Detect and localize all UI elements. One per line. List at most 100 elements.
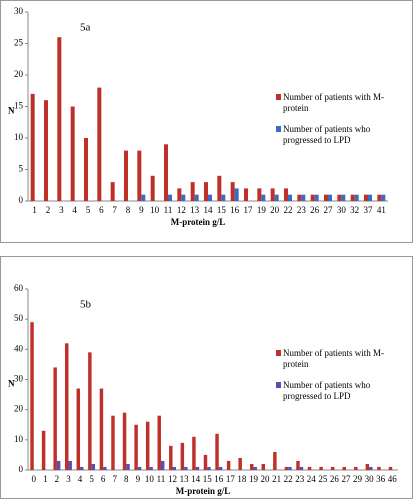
y-axis-label: N bbox=[8, 106, 15, 116]
x-tick-label: 9 bbox=[136, 474, 141, 484]
bar bbox=[150, 175, 155, 201]
bar bbox=[80, 466, 84, 470]
bar bbox=[84, 138, 88, 201]
x-tick-label: 3 bbox=[59, 205, 64, 215]
x-tick-label: 26 bbox=[330, 474, 340, 484]
bar bbox=[168, 194, 172, 201]
bar bbox=[215, 433, 219, 470]
panel-frame bbox=[0, 0, 413, 243]
bar bbox=[68, 460, 72, 470]
x-tick-label: 17 bbox=[226, 474, 236, 484]
x-tick-label: 41 bbox=[377, 205, 386, 215]
x-tick-label: 2 bbox=[55, 474, 60, 484]
bar bbox=[137, 466, 142, 470]
bar bbox=[169, 445, 173, 470]
x-axis-label: M-protein g/L bbox=[171, 217, 226, 227]
x-tick-label: 30 bbox=[365, 474, 375, 484]
bar bbox=[377, 194, 382, 201]
bar bbox=[103, 466, 107, 470]
bar bbox=[319, 466, 323, 470]
bar bbox=[354, 466, 358, 470]
x-tick-label: 2 bbox=[46, 205, 51, 215]
x-tick-label: 13 bbox=[180, 474, 190, 484]
x-tick-label: 30 bbox=[337, 205, 347, 215]
bar bbox=[194, 194, 199, 201]
x-tick-label: 10 bbox=[150, 205, 160, 215]
x-tick-label: 16 bbox=[214, 474, 224, 484]
legend-label: Number of patients who progressed to LPD bbox=[283, 124, 371, 145]
bar bbox=[337, 194, 342, 201]
x-tick-label: 22 bbox=[284, 205, 293, 215]
panel-title: 5a bbox=[80, 22, 91, 34]
legend-swatch bbox=[276, 126, 281, 132]
x-tick-label: 20 bbox=[261, 474, 271, 484]
y-tick-label: 40 bbox=[14, 343, 24, 353]
bar bbox=[324, 194, 328, 201]
bar bbox=[297, 194, 302, 201]
bar bbox=[261, 463, 266, 470]
y-tick-label: 20 bbox=[14, 404, 24, 414]
x-tick-label: 12 bbox=[177, 205, 186, 215]
x-tick-label: 46 bbox=[388, 474, 398, 484]
x-tick-label: 29 bbox=[353, 474, 363, 484]
x-tick-label: 4 bbox=[78, 474, 83, 484]
legend-swatch bbox=[276, 382, 281, 388]
bar bbox=[381, 194, 386, 201]
x-tick-label: 8 bbox=[126, 205, 131, 215]
x-tick-label: 1 bbox=[32, 205, 37, 215]
bar bbox=[184, 466, 188, 470]
bar bbox=[342, 466, 346, 470]
x-tick-label: 19 bbox=[257, 205, 267, 215]
bar bbox=[204, 182, 208, 201]
x-tick-label: 9 bbox=[139, 205, 144, 215]
x-tick-label: 16 bbox=[230, 205, 240, 215]
bar bbox=[172, 466, 176, 470]
bar bbox=[203, 454, 208, 470]
bar bbox=[124, 150, 128, 201]
bar bbox=[230, 182, 235, 201]
bar bbox=[377, 466, 381, 470]
bar bbox=[181, 194, 186, 201]
bar bbox=[273, 451, 277, 470]
x-tick-label: 24 bbox=[307, 474, 317, 484]
legend-swatch bbox=[276, 94, 281, 100]
bar bbox=[221, 194, 226, 201]
bar bbox=[41, 430, 46, 470]
bar bbox=[56, 460, 61, 470]
bar bbox=[274, 194, 279, 201]
y-tick-label: 0 bbox=[19, 195, 24, 205]
x-tick-label: 14 bbox=[191, 474, 201, 484]
bar bbox=[145, 421, 150, 470]
bar bbox=[301, 194, 306, 201]
legend-swatch bbox=[276, 350, 281, 356]
bar bbox=[330, 466, 335, 470]
bar bbox=[364, 194, 368, 201]
bar bbox=[270, 188, 275, 201]
x-tick-label: 3 bbox=[66, 474, 71, 484]
x-tick-label: 12 bbox=[168, 474, 177, 484]
bar bbox=[70, 106, 75, 201]
bar bbox=[310, 194, 315, 201]
y-tick-label: 10 bbox=[14, 434, 24, 444]
x-tick-label: 17 bbox=[244, 205, 254, 215]
bar bbox=[238, 457, 242, 470]
bar bbox=[307, 466, 312, 470]
x-tick-label: 23 bbox=[297, 205, 307, 215]
y-tick-label: 0 bbox=[19, 464, 24, 474]
bar bbox=[354, 194, 359, 201]
bar bbox=[97, 87, 102, 201]
x-tick-label: 20 bbox=[270, 205, 280, 215]
bar bbox=[288, 194, 292, 201]
bar bbox=[284, 188, 288, 201]
bar bbox=[190, 182, 195, 201]
bar bbox=[207, 466, 211, 470]
bar bbox=[30, 322, 34, 470]
x-tick-label: 14 bbox=[204, 205, 214, 215]
bar bbox=[53, 367, 57, 470]
x-tick-label: 36 bbox=[376, 474, 386, 484]
bar bbox=[218, 466, 223, 470]
x-tick-label: 6 bbox=[99, 205, 104, 215]
bar bbox=[368, 194, 372, 201]
